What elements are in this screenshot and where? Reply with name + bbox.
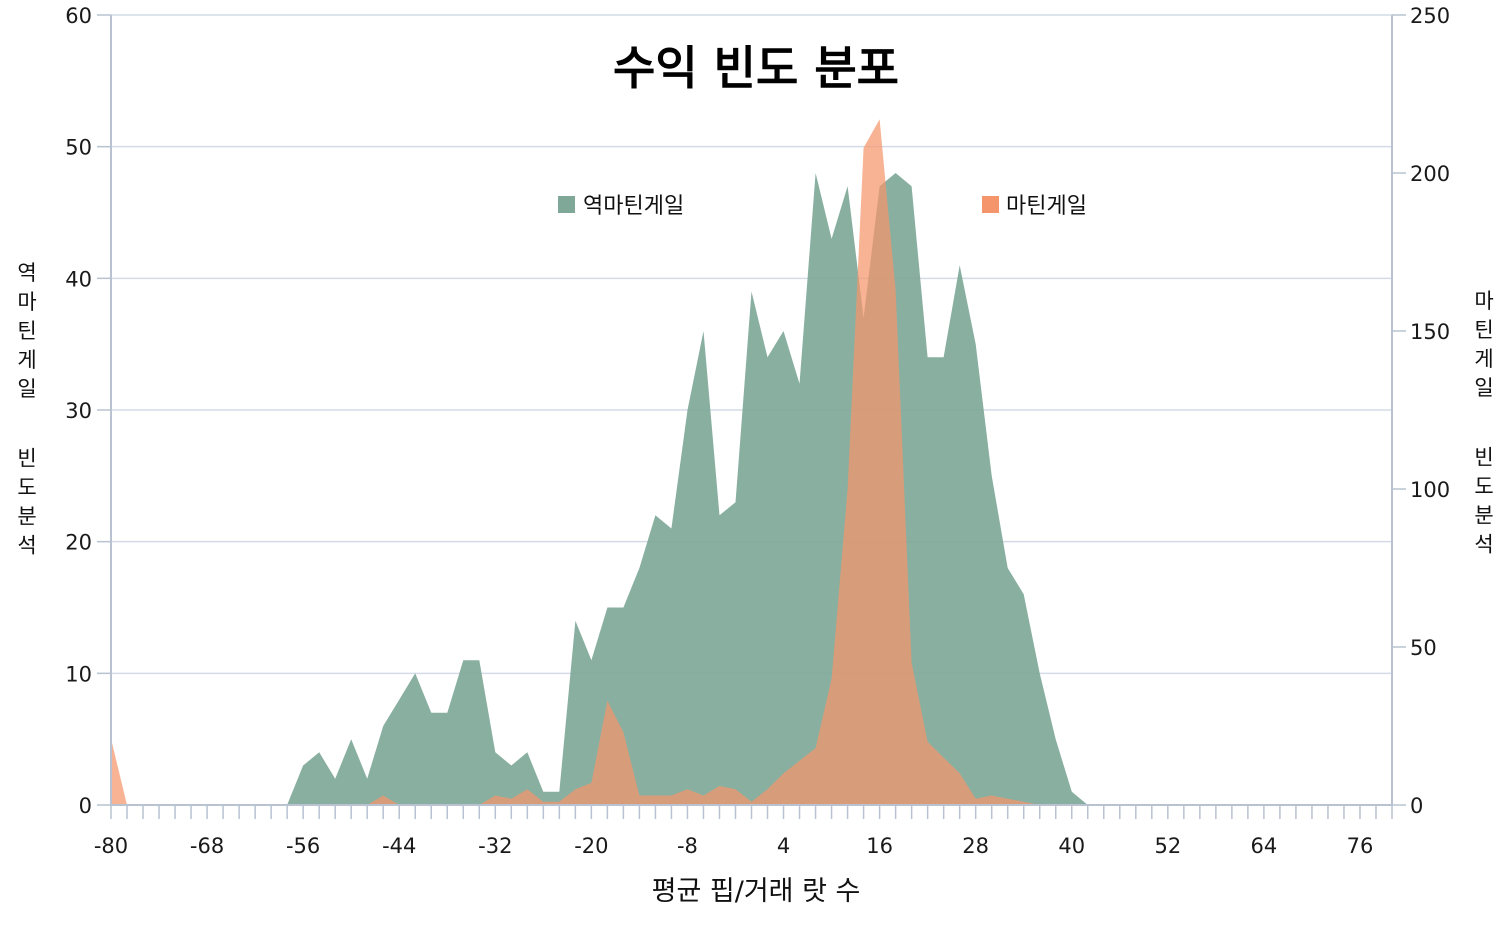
y-axis-label-char: 마 <box>1474 289 1493 313</box>
y-axis-label-char: 마 <box>17 290 36 314</box>
x-tick-label: 40 <box>1058 834 1085 858</box>
y-left-tick-label: 40 <box>65 267 92 291</box>
y-axis-label-char: 틴 <box>1474 318 1493 342</box>
axes <box>97 14 1406 819</box>
y-left-tick-label: 60 <box>65 4 92 28</box>
y-left-tick-label: 30 <box>65 399 92 423</box>
y-right-tick-label: 150 <box>1410 320 1450 344</box>
y-right-tick-label: 100 <box>1410 478 1450 502</box>
x-tick-label: 64 <box>1251 834 1278 858</box>
x-axis-label: 평균 핍/거래 랏 수 <box>652 876 861 907</box>
y-right-tick-label: 250 <box>1410 4 1450 28</box>
y-left-tick-label: 50 <box>65 136 92 160</box>
series-areas <box>111 119 1392 806</box>
x-tick-label: 28 <box>962 834 989 858</box>
x-tick-label: 52 <box>1154 834 1181 858</box>
y-axis-label-char: 분 <box>17 505 36 529</box>
y-right-tick-label: 50 <box>1410 636 1437 660</box>
y-axis-label-char: 일 <box>1474 376 1493 400</box>
legend-label-martingale: 마틴게일 <box>1006 194 1087 219</box>
y-axis-label-char: 일 <box>17 377 36 401</box>
y-axis-label-char: 게 <box>17 348 36 372</box>
x-tick-label: 16 <box>866 834 893 858</box>
y-axis-label-char: 게 <box>1474 347 1493 371</box>
x-tick-label: 4 <box>777 834 790 858</box>
y-right-tick-label: 200 <box>1410 162 1450 186</box>
y-axis-label-char: 빈 <box>1474 446 1493 470</box>
y-right-tick-label: 0 <box>1410 794 1423 818</box>
legend: 역마틴게일 마틴게일 <box>558 194 1087 219</box>
y-axis-label-char: 틴 <box>17 319 36 343</box>
x-tick-label: -68 <box>190 834 224 858</box>
axis-labels: -80 -68 -56 -44 -32 -20 -8 4 16 28 40 52 64 76 0 10 20 30… <box>65 4 1450 858</box>
series-area-0 <box>111 173 1392 805</box>
x-tick-label: -20 <box>574 834 608 858</box>
y-axis-label-char: 빈 <box>17 447 36 471</box>
y-axis-label-char: 도 <box>1474 475 1493 499</box>
y-axis-label-char: 석 <box>17 534 36 558</box>
y-left-tick-label: 0 <box>79 794 92 818</box>
y-left-tick-label: 10 <box>65 662 92 686</box>
x-tick-label: -80 <box>94 834 128 858</box>
y-left-tick-label: 20 <box>65 531 92 555</box>
legend-swatch-martingale <box>982 196 999 213</box>
chart-title: 수익 빈도 분포 <box>613 41 899 95</box>
x-tick-label: -44 <box>382 834 416 858</box>
y-axis-label-char: 석 <box>1474 533 1493 557</box>
x-tick-label: -32 <box>478 834 512 858</box>
y-axis-label-char: 분 <box>1474 504 1493 528</box>
x-tick-label: -56 <box>286 834 320 858</box>
legend-swatch-reverse-martingale <box>558 196 575 213</box>
y-axis-label-char: 도 <box>17 476 36 500</box>
x-tick-label: 76 <box>1347 834 1374 858</box>
y-axis-label-char: 역 <box>17 261 36 285</box>
legend-label-reverse-martingale: 역마틴게일 <box>583 194 684 219</box>
x-tick-label: -8 <box>677 834 698 858</box>
